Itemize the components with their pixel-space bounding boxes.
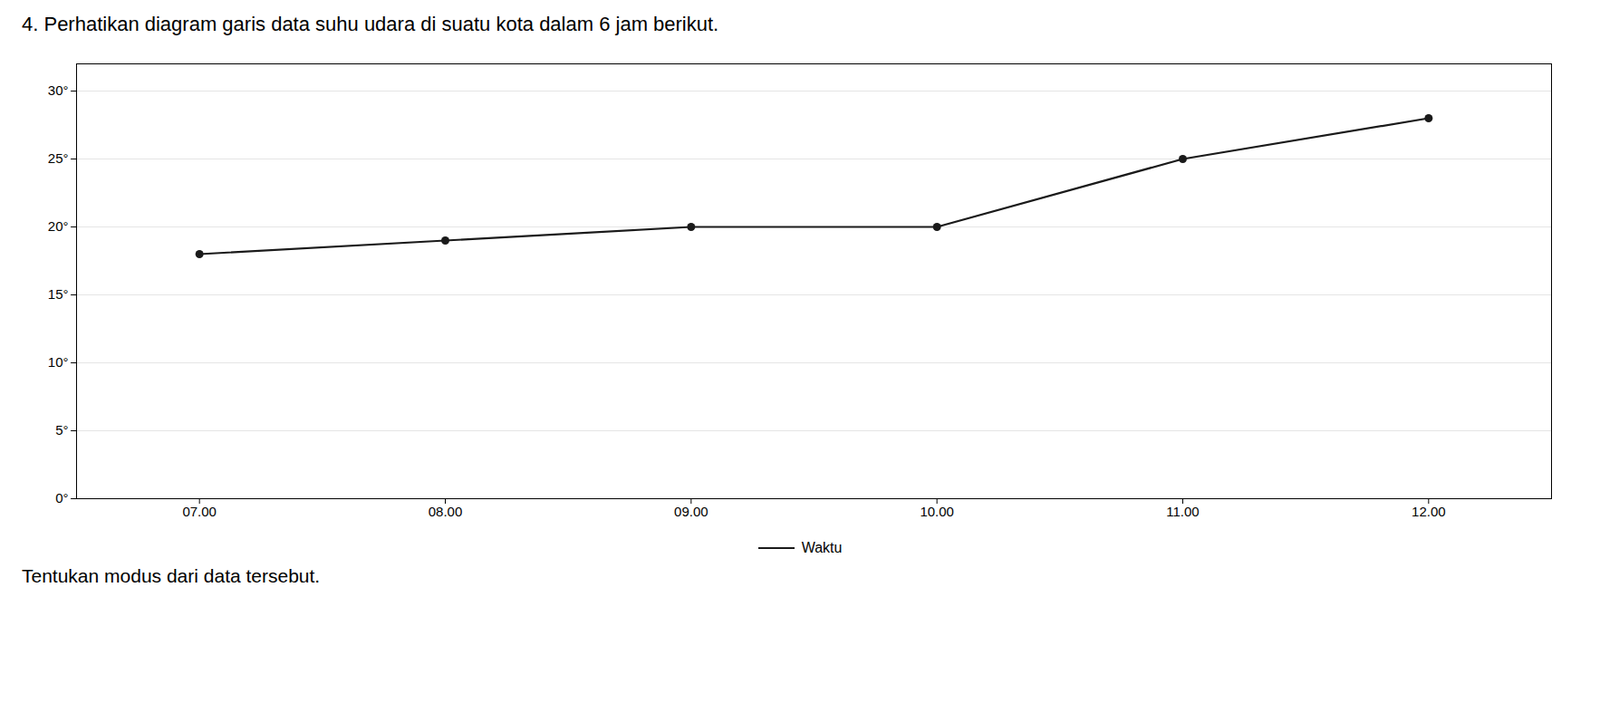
svg-text:25°: 25° (48, 150, 69, 166)
svg-text:0°: 0° (55, 490, 68, 506)
svg-text:5°: 5° (55, 422, 68, 438)
svg-text:30°: 30° (48, 82, 69, 98)
html-text:Tentukan modus dari data terse: Tentukan modus dari data tersebut. (21, 565, 320, 587)
svg-text:10.00: 10.00 (919, 503, 955, 520)
svg-text:12.00: 12.00 (1411, 503, 1446, 520)
svg-text:09.00: 09.00 (674, 503, 709, 520)
html-text:4. Perhatikan diagram garis da: 4. Perhatikan diagram garis data suhu ud… (21, 12, 719, 36)
svg-text:20°: 20° (48, 218, 69, 234)
svg-text:07.00: 07.00 (182, 503, 217, 520)
svg-text:11.00: 11.00 (1166, 503, 1199, 520)
svg-text:08.00: 08.00 (428, 503, 463, 520)
svg-text:10°: 10° (48, 354, 69, 370)
svg-text:15°: 15° (48, 286, 69, 302)
html-text:Waktu: Waktu (801, 539, 843, 556)
